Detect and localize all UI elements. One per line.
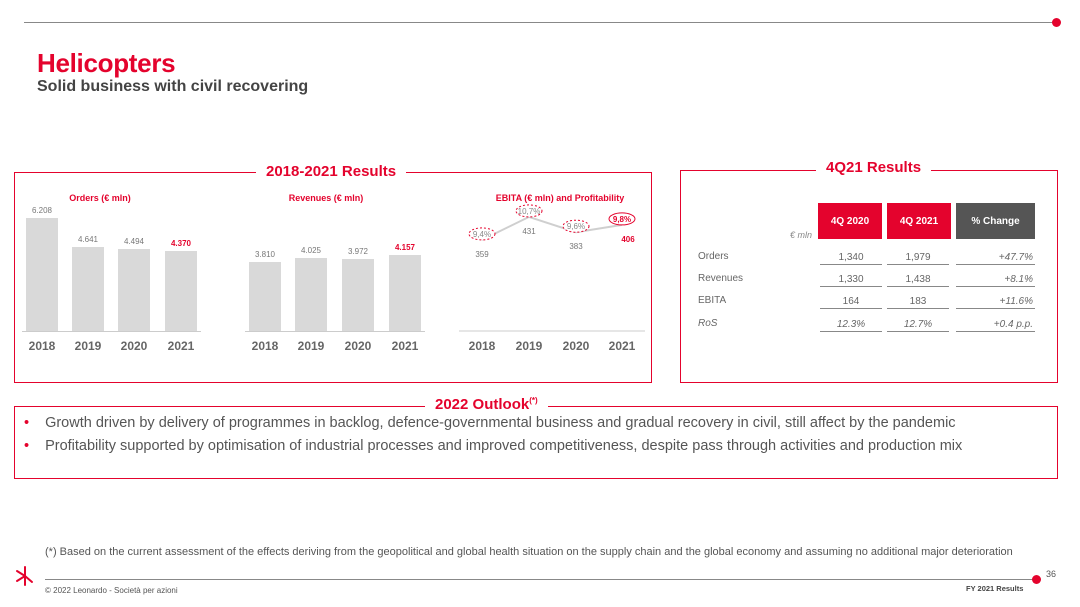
leonardo-logo-icon <box>14 565 36 587</box>
cell-chg: +11.6% <box>956 295 1035 309</box>
bottom-rule <box>45 579 1035 580</box>
x-tick-label: 2018 <box>457 339 507 353</box>
copyright: © 2022 Leonardo - Società per azioni <box>45 586 178 595</box>
x-tick-label: 2021 <box>597 339 647 353</box>
page-number: 36 <box>1046 569 1056 579</box>
cell-v1: 164 <box>820 295 882 309</box>
cell-v2: 1,438 <box>887 273 949 287</box>
row-label: Orders <box>698 251 729 262</box>
row-label: Revenues <box>698 273 743 284</box>
q4-box-title: 4Q21 Results <box>816 159 931 176</box>
outlook-box-title: 2022 Outlook(*) <box>425 396 548 413</box>
footnote: (*) Based on the current assessment of t… <box>45 545 1035 559</box>
report-name: FY 2021 Results <box>966 584 1023 593</box>
outlook-bullet: • Profitability supported by optimisation… <box>24 438 962 454</box>
profitability-label: 9,6% <box>567 222 585 231</box>
q4-header-4q2020: 4Q 2020 <box>818 203 882 239</box>
row-label: EBITA <box>698 295 726 306</box>
outlook-bullet-text: Profitability supported by optimisation … <box>45 438 962 454</box>
outlook-bullet: • Growth driven by delivery of programmes… <box>24 415 956 431</box>
cell-v2: 1,979 <box>887 251 949 265</box>
data-label: 431 <box>504 227 554 236</box>
profitability-label: 10,7% <box>518 207 541 216</box>
data-label: 406 <box>603 235 653 244</box>
cell-v2: 12.7% <box>887 318 949 332</box>
outlook-bullet-text: Growth driven by delivery of programmes … <box>45 415 955 431</box>
cell-chg: +8.1% <box>956 273 1035 287</box>
q4-header-change: % Change <box>956 203 1035 239</box>
cell-v1: 1,330 <box>820 273 882 287</box>
outlook-title: 2022 Outlook <box>435 396 529 413</box>
x-tick-label: 2020 <box>551 339 601 353</box>
cell-v1: 1,340 <box>820 251 882 265</box>
q4-unit: € mln <box>790 230 812 240</box>
outlook-title-sup: (*) <box>529 396 537 405</box>
cell-v2: 183 <box>887 295 949 309</box>
bottom-rule-dot <box>1032 575 1041 584</box>
x-tick-label: 2019 <box>504 339 554 353</box>
data-label: 383 <box>551 242 601 251</box>
cell-chg: +0.4 p.p. <box>956 318 1035 332</box>
q4-header-4q2021: 4Q 2021 <box>887 203 951 239</box>
cell-chg: +47.7% <box>956 251 1035 265</box>
bullet-dot: • <box>24 415 29 431</box>
bullet-dot: • <box>24 438 29 454</box>
data-label: 359 <box>457 250 507 259</box>
row-label: RoS <box>698 318 717 329</box>
profitability-label: 9,8% <box>613 215 631 224</box>
profitability-label: 9,4% <box>473 230 491 239</box>
cell-v1: 12.3% <box>820 318 882 332</box>
